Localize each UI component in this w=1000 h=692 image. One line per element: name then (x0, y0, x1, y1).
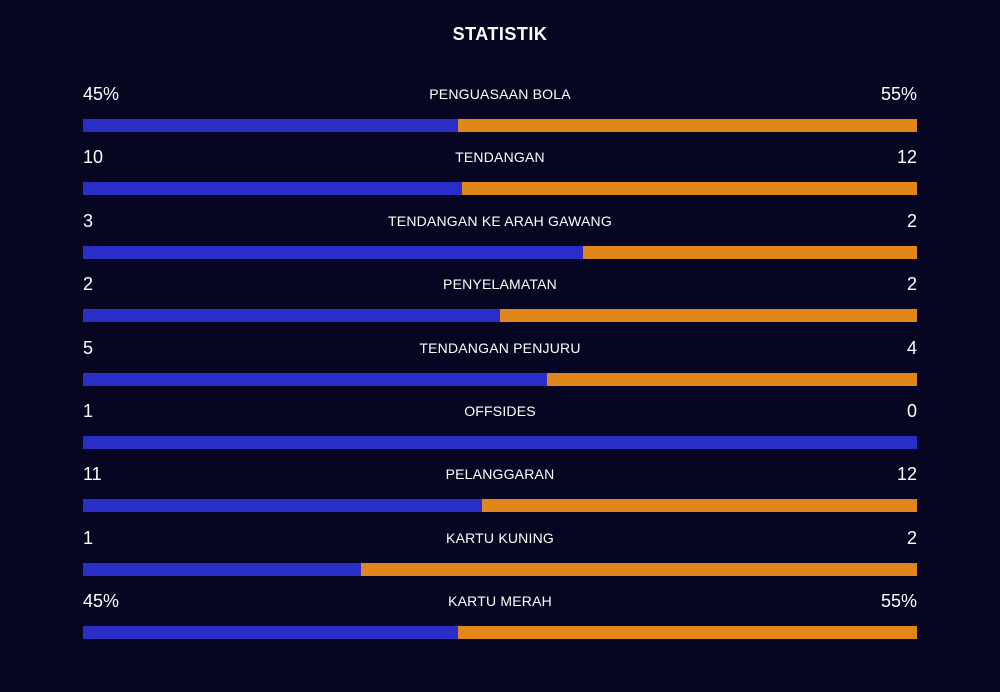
home-bar-segment (83, 372, 547, 386)
home-bar-segment (83, 562, 361, 576)
home-bar-segment (83, 245, 584, 259)
home-bar-segment (83, 499, 482, 513)
stat-label: PELANGGARAN (445, 466, 555, 483)
stat-label: PENGUASAAN BOLA (429, 86, 571, 102)
stat-label: KARTU MERAH (448, 593, 552, 610)
home-value: 10 (83, 147, 104, 168)
home-value: 2 (83, 274, 94, 295)
away-value: 2 (906, 210, 917, 231)
away-bar-segment (546, 372, 917, 386)
home-value: 1 (83, 400, 94, 421)
stat-row-penyelamatan: 2 PENYELAMATAN 2 (83, 270, 917, 333)
stat-row-penguasaan-bola: 45% PENGUASAAN BOLA 55% (83, 80, 917, 143)
away-bar-segment (462, 182, 917, 196)
comparison-bar (83, 562, 917, 576)
stat-label: TENDANGAN (455, 149, 545, 166)
home-bar-segment (83, 182, 463, 196)
home-bar-segment (83, 309, 500, 323)
away-value: 55% (880, 84, 917, 104)
comparison-bar (83, 119, 917, 132)
home-value: 45% (83, 84, 120, 104)
stat-row-tendangan: 10 TENDANGAN 12 (83, 143, 917, 206)
away-bar-segment (583, 245, 917, 259)
home-bar-segment (83, 435, 917, 449)
away-bar-segment (500, 309, 917, 323)
away-bar-segment (481, 499, 917, 513)
stat-row-tendangan-ke-arah-gawang: 3 TENDANGAN KE ARAH GAWANG 2 (83, 207, 917, 270)
comparison-bar (83, 245, 917, 259)
stats-list: 45% PENGUASAAN BOLA 55% 10 TENDANGAN 12 (83, 80, 917, 651)
stat-row-offsides: 1 OFFSIDES 0 (83, 397, 917, 460)
comparison-bar (83, 309, 917, 323)
home-value: 1 (83, 527, 94, 548)
home-value: 5 (83, 337, 94, 358)
home-bar-segment (83, 626, 459, 640)
stat-row-kartu-kuning: 1 KARTU KUNING 2 (83, 524, 917, 587)
stat-label: TENDANGAN KE ARAH GAWANG (388, 212, 612, 229)
stat-label: PENYELAMATAN (443, 276, 557, 293)
away-value: 12 (896, 464, 917, 485)
away-bar-segment (458, 626, 917, 640)
stat-label: KARTU KUNING (446, 529, 554, 546)
stat-row-tendangan-penjuru: 5 TENDANGAN PENJURU 4 (83, 334, 917, 397)
comparison-bar (83, 626, 917, 640)
comparison-bar (83, 182, 917, 196)
home-bar-segment (83, 119, 459, 132)
stat-row-pelanggaran: 11 PELANGGARAN 12 (83, 460, 917, 523)
away-value: 4 (906, 337, 917, 358)
away-value: 12 (896, 147, 917, 168)
comparison-bar (83, 372, 917, 386)
stat-label: OFFSIDES (464, 402, 536, 419)
home-value: 45% (83, 591, 120, 612)
away-bar-segment (458, 119, 917, 132)
comparison-bar (83, 435, 917, 449)
away-value: 55% (880, 591, 917, 612)
comparison-bar (83, 499, 917, 513)
away-value: 2 (906, 274, 917, 295)
away-value: 2 (906, 527, 917, 548)
stat-row-kartu-merah: 45% KARTU MERAH 55% (83, 587, 917, 650)
home-value: 11 (83, 464, 102, 485)
away-value: 0 (906, 400, 917, 421)
away-bar-segment (360, 562, 917, 576)
home-value: 3 (83, 210, 94, 231)
stat-label: TENDANGAN PENJURU (419, 339, 581, 356)
page-title: STATISTIK (452, 24, 548, 44)
